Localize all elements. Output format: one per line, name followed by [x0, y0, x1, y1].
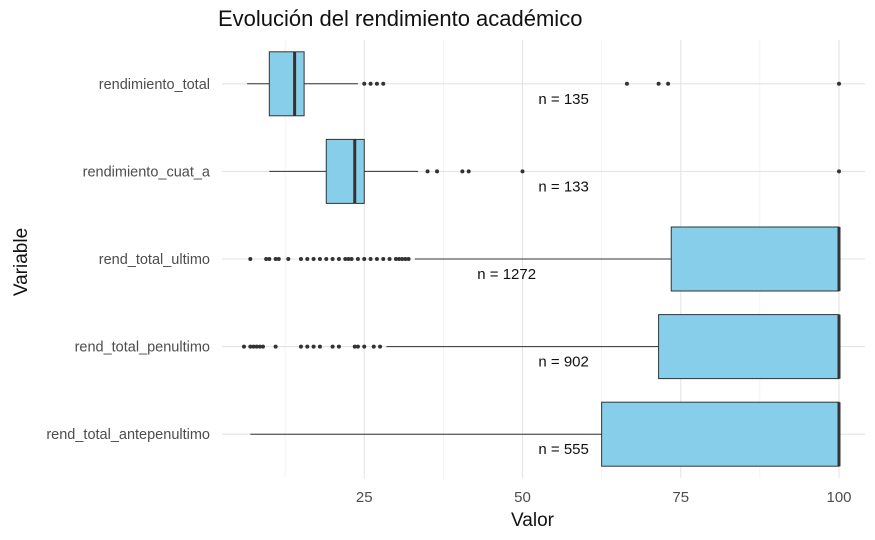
outlier-point — [251, 344, 256, 349]
outlier-point — [374, 257, 379, 261]
outlier-point — [330, 257, 335, 261]
outlier-point — [387, 257, 392, 261]
outlier-point — [336, 344, 341, 349]
outlier-point — [257, 344, 262, 349]
x-tick-label: 75 — [672, 489, 689, 506]
box — [325, 138, 365, 204]
outlier-point — [837, 169, 841, 174]
y-tick-label: rendimiento_total — [99, 77, 210, 93]
outlier-point — [317, 257, 322, 261]
outlier-point — [403, 257, 408, 261]
outlier-point — [248, 257, 253, 261]
outlier-point — [435, 169, 440, 174]
outlier-point — [352, 344, 357, 349]
outlier-point — [305, 344, 310, 349]
n-label: n = 135 — [538, 91, 588, 108]
y-tick-label: rend_total_ultimo — [99, 252, 210, 268]
x-tick-label: 25 — [356, 489, 373, 506]
outlier-point — [520, 169, 525, 174]
outlier-point — [343, 257, 348, 261]
y-tick-label: rendimiento_cuat_a — [83, 164, 211, 180]
outlier-point — [273, 344, 278, 349]
outlier-point — [305, 257, 310, 261]
outlier-point — [362, 257, 367, 261]
outlier-point — [311, 257, 316, 261]
n-label: n = 902 — [538, 354, 588, 371]
outlier-point — [371, 344, 376, 349]
outlier-point — [317, 344, 322, 349]
y-axis-label: Variable — [11, 227, 32, 297]
outlier-point — [254, 344, 259, 349]
outlier-point — [330, 344, 335, 349]
outlier-point — [368, 81, 373, 86]
outlier-point — [656, 81, 661, 86]
outlier-point — [311, 344, 316, 349]
outlier-point — [381, 257, 386, 261]
outlier-point — [241, 344, 246, 349]
outlier-point — [349, 257, 354, 261]
outlier-point — [466, 169, 471, 174]
outlier-point — [837, 81, 841, 86]
box — [268, 51, 305, 117]
x-tick-label: 100 — [826, 489, 851, 506]
outlier-point — [378, 344, 383, 349]
chart-title: Evolución del rendimiento académico — [218, 6, 583, 31]
outlier-point — [374, 81, 379, 86]
outlier-point — [286, 257, 291, 261]
outlier-point — [248, 344, 253, 349]
outlier-point — [393, 257, 398, 261]
outlier-point — [267, 257, 272, 261]
outlier-point — [362, 344, 367, 349]
outlier-point — [406, 257, 411, 261]
outlier-point — [397, 257, 402, 261]
outlier-point — [666, 81, 671, 86]
outlier-point — [362, 81, 367, 86]
box — [658, 314, 840, 380]
box — [601, 401, 840, 467]
n-label: n = 555 — [538, 441, 588, 458]
outlier-point — [276, 257, 281, 261]
box — [670, 226, 840, 292]
outlier-point — [381, 81, 386, 86]
outlier-point — [324, 257, 329, 261]
outlier-point — [624, 81, 629, 86]
n-label: n = 1272 — [477, 266, 536, 283]
n-label: n = 133 — [538, 178, 588, 195]
y-tick-label: rend_total_antepenultimo — [46, 427, 210, 443]
outlier-point — [460, 169, 465, 174]
x-tick-label: 50 — [514, 489, 531, 506]
outlier-point — [355, 257, 360, 261]
outlier-point — [260, 344, 265, 349]
outlier-point — [355, 344, 360, 349]
x-axis-label: Valor — [511, 510, 554, 531]
outlier-point — [264, 257, 269, 261]
outlier-point — [298, 344, 303, 349]
outlier-point — [346, 257, 351, 261]
y-tick-label: rend_total_penultimo — [75, 340, 210, 356]
outlier-point — [425, 169, 430, 174]
outlier-point — [368, 257, 373, 261]
outlier-point — [298, 257, 303, 261]
outlier-point — [273, 257, 278, 261]
outlier-point — [336, 257, 341, 261]
outlier-point — [400, 257, 405, 261]
